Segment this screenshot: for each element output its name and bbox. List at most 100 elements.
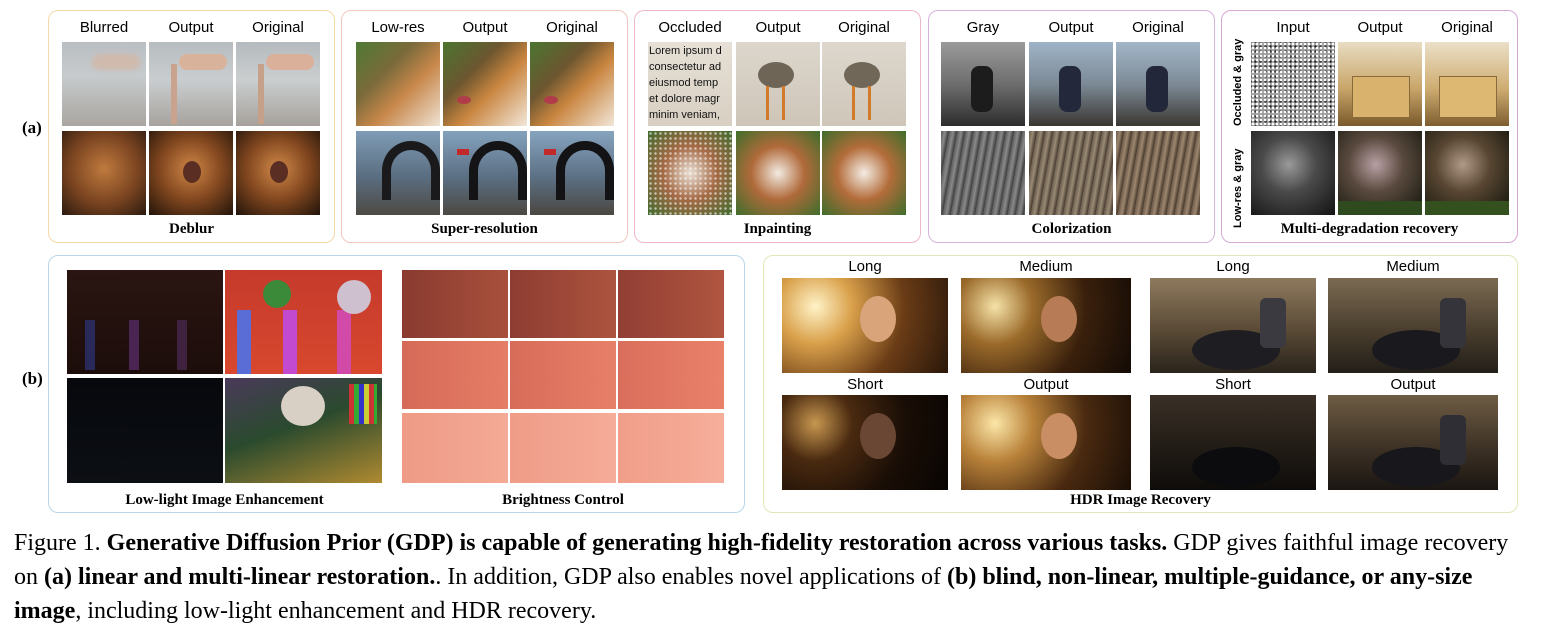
hdr-image-woman-medium bbox=[961, 278, 1131, 373]
color-image-player-output bbox=[1029, 42, 1113, 126]
multi-image-box-input bbox=[1251, 42, 1335, 126]
multi-col-output: Output bbox=[1357, 19, 1403, 36]
deblur-image-lion-original bbox=[236, 131, 320, 215]
superres-task-label: Super-resolution bbox=[431, 221, 538, 237]
caption-bold-3: (b) blind, non-linear, multiple-guidance… bbox=[14, 564, 1473, 624]
superres-col-lowres: Low-res bbox=[371, 19, 425, 36]
multi-image-kiwi-input bbox=[1251, 131, 1335, 215]
lowlight-image-tassels-dark bbox=[67, 270, 223, 374]
superres-col-output: Output bbox=[462, 19, 508, 36]
inpaint-task-label: Inpainting bbox=[743, 221, 812, 237]
deblur-col-original: Original bbox=[252, 19, 304, 36]
brightness-image-r2c2 bbox=[510, 341, 616, 409]
inpaint-image-bird-original bbox=[822, 42, 906, 126]
lowlight-image-tassels-enhanced bbox=[225, 270, 382, 374]
hdr-label-medium-1: Medium bbox=[1019, 258, 1073, 275]
tag-a: (a) bbox=[22, 118, 42, 137]
figure-caption: Figure 1. Generative Diffusion Prior (GD… bbox=[14, 526, 1534, 628]
multi-task-label: Multi-degradation recovery bbox=[1280, 221, 1459, 237]
inpaint-occlusion-text: Lorem ipsum d consectetur ad eiusmod tem… bbox=[649, 45, 722, 121]
color-col-original: Original bbox=[1132, 19, 1184, 36]
superres-image-swan-lowres bbox=[356, 131, 440, 215]
hdr-image-table-medium bbox=[1328, 278, 1498, 373]
multi-image-box-original bbox=[1425, 42, 1509, 126]
hdr-image-woman-long bbox=[782, 278, 948, 373]
panel-deblur bbox=[48, 10, 335, 243]
caption-text-1: GDP gives faithful image recovery on bbox=[14, 530, 1509, 590]
superres-image-dog-lowres bbox=[356, 42, 440, 126]
tag-b: (b) bbox=[22, 369, 43, 388]
hdr-image-woman-short bbox=[782, 395, 948, 490]
color-image-player-gray bbox=[941, 42, 1025, 126]
panel-inpainting bbox=[634, 10, 921, 243]
deblur-image-lion-output bbox=[149, 131, 233, 215]
superres-image-dog-output bbox=[443, 42, 527, 126]
inpaint-col-occluded: Occluded bbox=[658, 19, 722, 36]
color-col-gray: Gray bbox=[966, 19, 1000, 36]
color-image-player-original bbox=[1116, 42, 1200, 126]
inpaint-image-bird-output bbox=[736, 42, 820, 126]
hdr-image-table-long bbox=[1150, 278, 1316, 373]
brightness-image-r3c3 bbox=[618, 413, 724, 483]
panel-hdr bbox=[763, 255, 1518, 513]
lowlight-image-toys-enhanced bbox=[225, 378, 382, 483]
deblur-task-label: Deblur bbox=[169, 221, 214, 237]
multi-image-kiwi-original bbox=[1425, 131, 1509, 215]
panel-colorization bbox=[928, 10, 1215, 243]
multi-row-occluded-gray: Occluded & gray bbox=[1232, 38, 1244, 126]
brightness-image-r3c1 bbox=[402, 413, 508, 483]
superres-image-dog-original bbox=[530, 42, 614, 126]
inpaint-image-puppy-original bbox=[822, 131, 906, 215]
color-image-cat-gray bbox=[941, 131, 1025, 215]
hdr-label-output-2: Output bbox=[1390, 376, 1436, 393]
deblur-image-hand-output bbox=[149, 42, 233, 126]
hdr-task-label: HDR Image Recovery bbox=[1070, 492, 1211, 508]
hdr-label-medium-2: Medium bbox=[1386, 258, 1440, 275]
deblur-image-hand-original bbox=[236, 42, 320, 126]
hdr-label-short-1: Short bbox=[847, 376, 883, 393]
multi-image-box-output bbox=[1338, 42, 1422, 126]
lowlight-task-label: Low-light Image Enhancement bbox=[125, 492, 324, 508]
color-col-output: Output bbox=[1048, 19, 1094, 36]
brightness-task-label: Brightness Control bbox=[502, 492, 624, 508]
hdr-label-short-2: Short bbox=[1215, 376, 1251, 393]
panel-lowlight-brightness bbox=[48, 255, 745, 513]
brightness-image-r3c2 bbox=[510, 413, 616, 483]
multi-col-input: Input bbox=[1276, 19, 1310, 36]
color-task-label: Colorization bbox=[1031, 221, 1112, 237]
color-image-cat-original bbox=[1116, 131, 1200, 215]
hdr-label-output-1: Output bbox=[1023, 376, 1069, 393]
lowlight-image-toys-dark bbox=[67, 378, 223, 483]
superres-image-swan-output bbox=[443, 131, 527, 215]
deblur-image-hand-blurred bbox=[62, 42, 146, 126]
brightness-image-r2c3 bbox=[618, 341, 724, 409]
inpaint-col-original: Original bbox=[838, 19, 890, 36]
multi-image-kiwi-output bbox=[1338, 131, 1422, 215]
caption-text-2: . In addition, GDP also enables novel ap… bbox=[435, 564, 947, 590]
panel-superres bbox=[341, 10, 628, 243]
multi-row-lowres-gray: Low-res & gray bbox=[1232, 148, 1244, 228]
brightness-image-r1c1 bbox=[402, 270, 508, 338]
caption-bold-1: Generative Diffusion Prior (GDP) is capa… bbox=[106, 530, 1168, 556]
deblur-col-blurred: Blurred bbox=[79, 19, 129, 36]
brightness-image-r1c2 bbox=[510, 270, 616, 338]
inpaint-image-puppy-output bbox=[736, 131, 820, 215]
panel-multi-degradation bbox=[1221, 10, 1518, 243]
brightness-image-r1c3 bbox=[618, 270, 724, 338]
hdr-label-long-1: Long bbox=[848, 258, 882, 275]
superres-col-original: Original bbox=[546, 19, 598, 36]
caption-prefix: Figure 1. bbox=[14, 530, 107, 556]
superres-image-swan-original bbox=[530, 131, 614, 215]
deblur-image-lion-blurred bbox=[62, 131, 146, 215]
hdr-image-table-short bbox=[1150, 395, 1316, 490]
inpaint-image-bird-occluded: Lorem ipsum d consectetur ad eiusmod tem… bbox=[648, 42, 732, 126]
inpaint-col-output: Output bbox=[755, 19, 801, 36]
inpaint-image-puppy-occluded bbox=[648, 131, 732, 215]
hdr-image-table-output bbox=[1328, 395, 1498, 490]
hdr-label-long-2: Long bbox=[1216, 258, 1250, 275]
deblur-col-output: Output bbox=[168, 19, 214, 36]
brightness-image-r2c1 bbox=[402, 341, 508, 409]
caption-text-3: , including low-light enhancement and HD… bbox=[75, 598, 597, 624]
caption-bold-2: (a) linear and multi-linear restoration. bbox=[44, 564, 436, 590]
color-image-cat-output bbox=[1029, 131, 1113, 215]
